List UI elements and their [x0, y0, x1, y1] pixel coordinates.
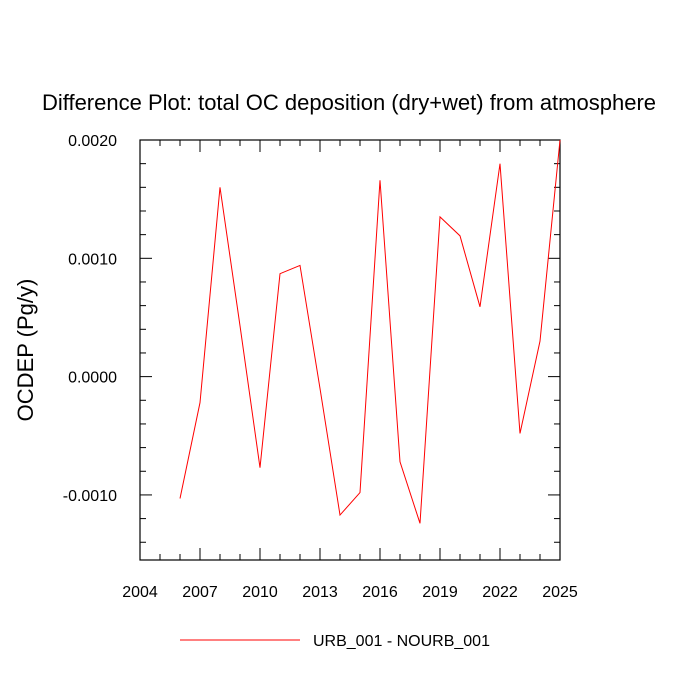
plot-frame	[139, 139, 561, 561]
x-tick-label: 2019	[422, 584, 458, 601]
x-tick-label: 2016	[362, 584, 398, 601]
y-axis-label: OCDEP (Pg/y)	[13, 279, 38, 422]
x-tick-label: 2013	[302, 584, 338, 601]
axis-ticks	[139, 139, 561, 560]
legend-label: URB_001 - NOURB_001	[313, 633, 490, 650]
x-tick-label: 2007	[182, 584, 218, 601]
x-tick-label: 2022	[482, 584, 518, 601]
axis-tick-labels: 2004 2007 2010 2013 2016 2019 2022 2025 -0.0010 0…	[63, 133, 578, 601]
x-tick-label: 2025	[542, 584, 578, 601]
chart-title: Difference Plot: total OC deposition (dr…	[42, 90, 656, 115]
y-tick-label: 0.0010	[68, 251, 117, 268]
x-tick-label: 2004	[122, 584, 158, 601]
series-line	[179, 139, 561, 524]
x-tick-label: 2010	[242, 584, 278, 601]
y-tick-label: -0.0010	[63, 488, 117, 505]
y-tick-label: 0.0020	[68, 133, 117, 150]
y-tick-label: 0.0000	[68, 370, 117, 387]
legend: URB_001 - NOURB_001	[180, 633, 490, 650]
series-lines	[179, 139, 561, 524]
